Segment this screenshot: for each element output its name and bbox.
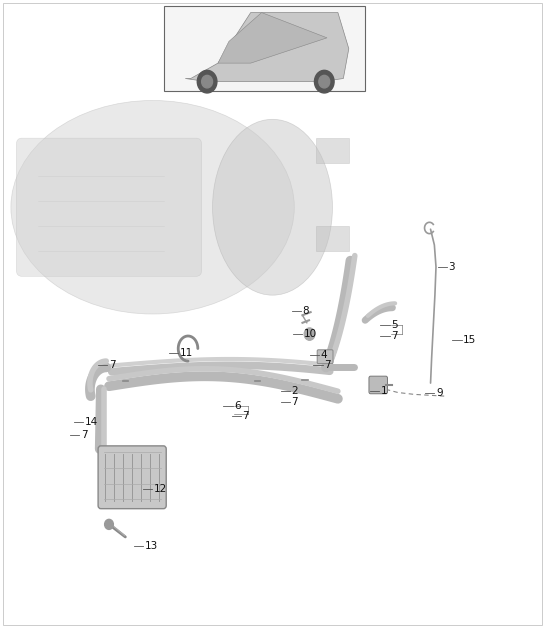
Text: 3: 3 <box>449 262 455 272</box>
Text: 6: 6 <box>234 401 241 411</box>
Circle shape <box>197 70 217 93</box>
Circle shape <box>319 75 330 88</box>
Text: 8: 8 <box>302 306 309 316</box>
Circle shape <box>314 70 334 93</box>
Ellipse shape <box>11 100 294 314</box>
Text: 2: 2 <box>292 386 298 396</box>
Polygon shape <box>218 13 327 63</box>
Text: 15: 15 <box>463 335 476 345</box>
Text: 11: 11 <box>180 348 193 358</box>
Text: 5: 5 <box>391 320 398 330</box>
FancyBboxPatch shape <box>16 138 202 276</box>
FancyBboxPatch shape <box>317 350 333 364</box>
Circle shape <box>304 328 315 340</box>
Bar <box>164 6 365 91</box>
Text: 7: 7 <box>391 331 398 341</box>
Circle shape <box>202 75 213 88</box>
Ellipse shape <box>213 119 332 295</box>
FancyBboxPatch shape <box>369 376 387 394</box>
Text: 10: 10 <box>304 329 317 339</box>
Bar <box>316 226 349 251</box>
Text: 7: 7 <box>81 430 87 440</box>
Polygon shape <box>185 13 349 82</box>
Text: 7: 7 <box>292 397 298 407</box>
Text: 12: 12 <box>154 484 167 494</box>
Text: 13: 13 <box>144 541 158 551</box>
Text: 1: 1 <box>380 386 387 396</box>
Text: 9: 9 <box>436 387 443 398</box>
Text: 14: 14 <box>84 417 98 427</box>
Text: 7: 7 <box>324 360 331 371</box>
Text: 4: 4 <box>320 350 327 360</box>
Bar <box>316 138 349 163</box>
Text: 7: 7 <box>243 411 249 421</box>
Text: 7: 7 <box>109 360 116 371</box>
Circle shape <box>105 519 113 529</box>
FancyBboxPatch shape <box>98 446 166 509</box>
